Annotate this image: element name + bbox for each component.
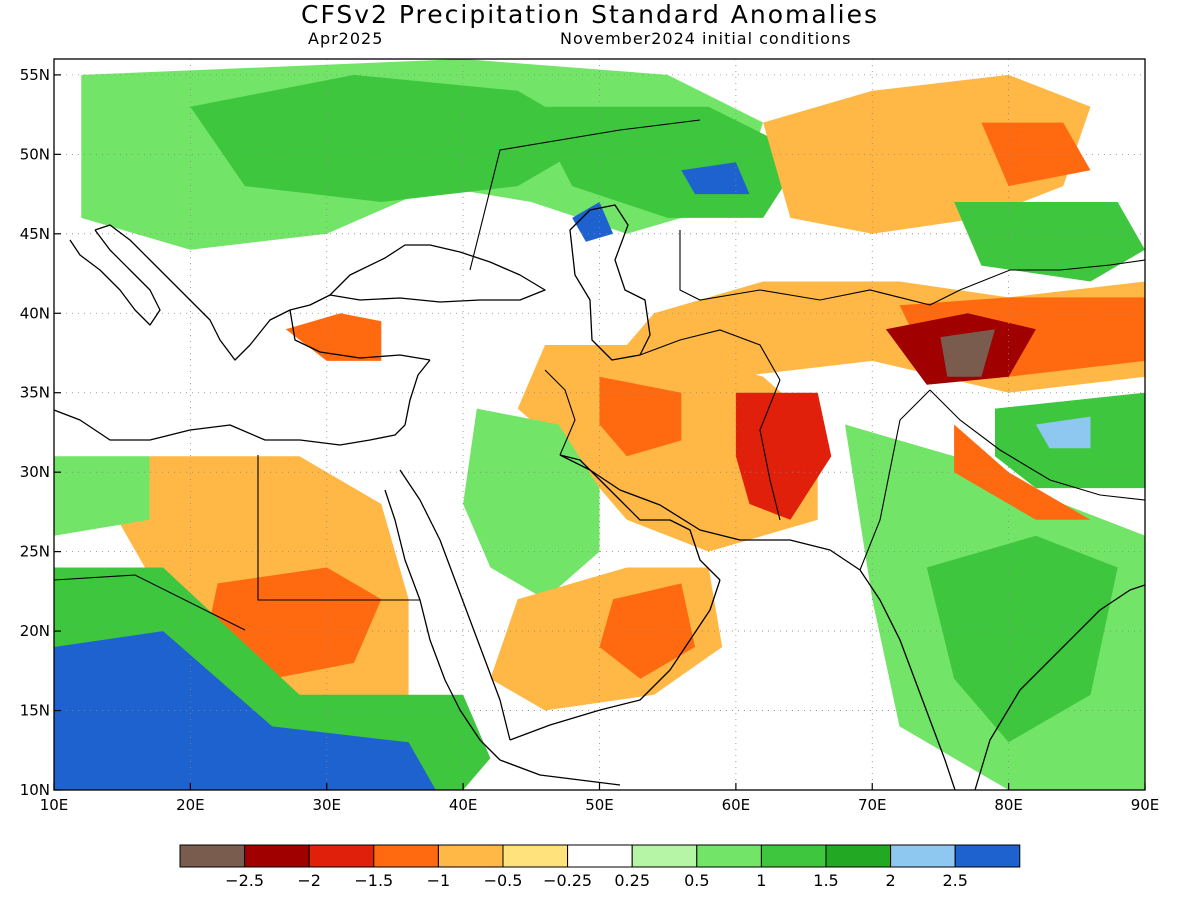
chart-title: CFSv2 Precipitation Standard Anomalies	[300, 0, 879, 29]
india-west-coast	[859, 569, 956, 790]
anomaly-region-mongolia-wet	[954, 202, 1145, 282]
china-north-border	[929, 259, 1145, 306]
lat-tick-label: 40N	[20, 304, 50, 322]
anomaly-region-oman-dry-core	[599, 583, 695, 679]
colorbar-swatch	[244, 844, 310, 868]
colorbar-swatch	[890, 844, 956, 868]
anomaly-region-afghan-dry-core	[735, 392, 832, 520]
anomaly-region-europe-russia-core	[190, 74, 600, 202]
north-africa-coast	[54, 409, 406, 446]
lon-tick-label: 60E	[722, 796, 751, 814]
lon-tick-label: 40E	[449, 796, 478, 814]
lat-tick-label: 15N	[20, 702, 50, 720]
lon-tick-label: 80E	[994, 796, 1023, 814]
anomaly-region-siberia-dry-core	[981, 122, 1091, 187]
lon-tick-label: 90E	[1131, 796, 1160, 814]
colorbar-swatch	[825, 844, 892, 868]
colorbar-label: −1	[427, 871, 451, 890]
lon-tick-label: 50E	[585, 796, 614, 814]
anomaly-region-iran-dry-core	[599, 376, 682, 457]
colorbar-swatch	[437, 844, 504, 868]
anomaly-region-sahel-blue	[54, 631, 436, 790]
lon-tick-label: 30E	[312, 796, 341, 814]
colorbar-swatch	[567, 844, 633, 868]
colorbar-label: 0.25	[614, 871, 650, 890]
lat-tick-label: 50N	[20, 145, 50, 163]
anomaly-region-himalaya-dry	[954, 424, 1091, 520]
colorbar-swatch	[760, 844, 827, 868]
lon-tick-label: 70E	[858, 796, 887, 814]
colorbar: −2.5 −2 −1.5 −1 −0.5 −0.25 0.25 0.5 1 1.5 2 2.5	[179, 844, 1021, 890]
coastlines	[54, 204, 1145, 790]
colorbar-label: 1	[756, 871, 766, 890]
anomaly-shading	[54, 59, 1145, 790]
lat-tick-label: 20N	[20, 622, 50, 640]
horn-coast	[499, 759, 621, 786]
lat-tick-label: 45N	[20, 225, 50, 243]
colorbar-label: 1.5	[813, 871, 838, 890]
india-east-coast	[974, 584, 1145, 790]
colorbar-label: −2.5	[225, 871, 264, 890]
red-sea-east-coast	[399, 469, 511, 741]
anomaly-region-tibet-blue	[1035, 416, 1091, 449]
levant-coast	[404, 359, 431, 426]
persian-gulf-coast	[559, 454, 721, 581]
lat-tick-label: 55N	[20, 66, 50, 84]
black-sea-outline	[329, 244, 546, 303]
axis-ticks: 10E 20E 30E 40E 50E 60E 70E 80E 90E 10N 15N 20N 25N 3…	[20, 66, 1160, 814]
makran-coast	[559, 454, 861, 571]
anomaly-region-siberia-dry	[763, 74, 1091, 234]
initial-conditions: November2024 initial conditions	[560, 29, 852, 48]
lon-tick-label: 20E	[176, 796, 205, 814]
lat-tick-label: 25N	[20, 543, 50, 561]
lat-tick-label: 10N	[20, 781, 50, 799]
india-pakistan-border	[859, 389, 931, 571]
lat-tick-label: 30N	[20, 463, 50, 481]
caspian-sea-outline	[569, 204, 651, 361]
colorbar-label: 2.5	[942, 871, 967, 890]
country-borders	[54, 119, 1145, 631]
colorbar-swatch	[308, 844, 375, 868]
colorbar-label: 0.5	[684, 871, 709, 890]
colorbar-label: 2	[886, 871, 896, 890]
anomaly-region-turkey-dry	[285, 313, 382, 361]
colorbar-swatch	[631, 844, 698, 868]
colorbar-label: −0.5	[484, 871, 523, 890]
anomaly-region-kazakhstan-blue	[681, 162, 750, 195]
anomaly-region-caspian-blue	[572, 202, 614, 242]
italy-coast	[69, 229, 161, 326]
colorbar-label: −0.25	[543, 871, 592, 890]
red-sea-west-coast	[384, 489, 501, 761]
colorbar-label: −1.5	[354, 871, 393, 890]
colorbar-swatch	[696, 844, 762, 868]
balkans-coast	[94, 224, 291, 361]
anomaly-region-india-core	[926, 535, 1118, 743]
lat-tick-label: 35N	[20, 384, 50, 402]
anomaly-region-libya-wet	[54, 456, 150, 536]
chad-libya-border	[54, 574, 246, 631]
afghanistan-border	[759, 379, 781, 521]
colorbar-label: −2	[297, 871, 321, 890]
anomaly-region-karakoram-core	[940, 329, 995, 377]
iran-turkmenistan-border	[639, 329, 781, 381]
colorbar-swatch	[179, 844, 246, 868]
anatolia-coast	[289, 294, 431, 361]
kazakhstan-south-border	[679, 230, 931, 306]
iraq-iran-border	[544, 369, 576, 456]
himalaya-border	[929, 389, 1145, 501]
colorbar-swatch	[502, 844, 569, 868]
russia-west-border	[469, 119, 701, 271]
colorbar-swatch	[954, 844, 1021, 868]
lon-tick-label: 10E	[40, 796, 69, 814]
forecast-month: Apr2025	[308, 29, 384, 48]
egypt-sudan-border	[257, 455, 420, 601]
arabia-south-coast	[509, 579, 721, 741]
colorbar-swatch	[373, 844, 439, 868]
